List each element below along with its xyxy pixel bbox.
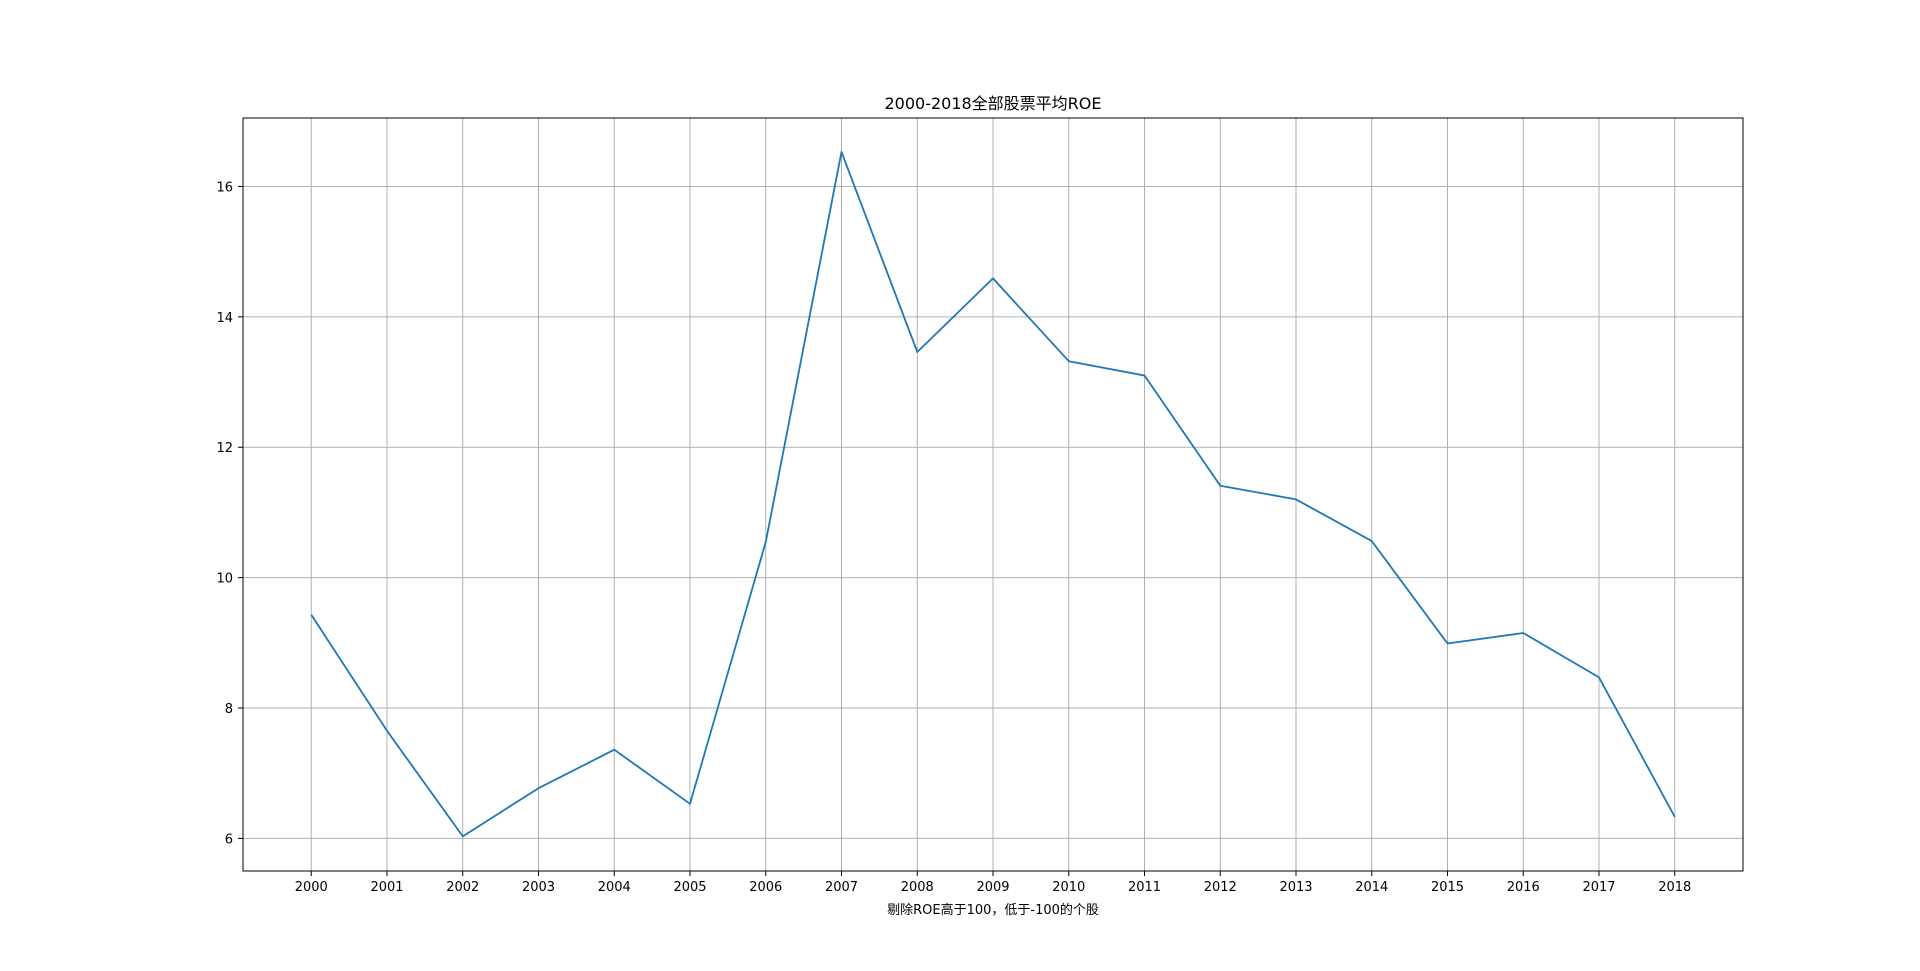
y-tick-label: 8 bbox=[225, 702, 233, 717]
series-line bbox=[310, 150, 1676, 838]
chart-title: 2000-2018全部股票平均ROE bbox=[884, 94, 1101, 113]
x-tick-label: 2013 bbox=[1279, 880, 1312, 895]
x-tick-label: 2014 bbox=[1355, 880, 1388, 895]
x-tick-label: 2015 bbox=[1431, 880, 1464, 895]
x-tick-label: 2018 bbox=[1658, 880, 1691, 895]
x-tick-label: 2005 bbox=[673, 880, 706, 895]
y-tick-label: 14 bbox=[216, 311, 233, 326]
series-layer bbox=[310, 150, 1676, 838]
x-tick-label: 2017 bbox=[1582, 880, 1615, 895]
x-tick-label: 2008 bbox=[901, 880, 934, 895]
y-tick-label: 10 bbox=[216, 572, 233, 587]
axis-ticks: 2000 2001 2002 2003 2004 2005 2006 2007 2008 2009… bbox=[216, 180, 1691, 895]
grid bbox=[243, 118, 1743, 871]
y-tick-label: 12 bbox=[216, 441, 233, 456]
x-tick-label: 2001 bbox=[370, 880, 403, 895]
x-tick-label: 2003 bbox=[522, 880, 555, 895]
x-tick-label: 2000 bbox=[295, 880, 328, 895]
x-tick-label: 2002 bbox=[446, 880, 479, 895]
x-tick-label: 2011 bbox=[1128, 880, 1161, 895]
y-tick-label: 16 bbox=[216, 180, 233, 195]
x-tick-label: 2006 bbox=[749, 880, 782, 895]
x-tick-label: 2010 bbox=[1052, 880, 1085, 895]
x-tick-label: 2007 bbox=[825, 880, 858, 895]
x-tick-label: 2009 bbox=[976, 880, 1009, 895]
x-axis-label: 剔除ROE高于100，低于-100的个股 bbox=[887, 902, 1099, 918]
x-tick-label: 2004 bbox=[598, 880, 631, 895]
x-tick-label: 2016 bbox=[1507, 880, 1540, 895]
x-tick-label: 2012 bbox=[1204, 880, 1237, 895]
y-tick-label: 6 bbox=[225, 832, 233, 847]
